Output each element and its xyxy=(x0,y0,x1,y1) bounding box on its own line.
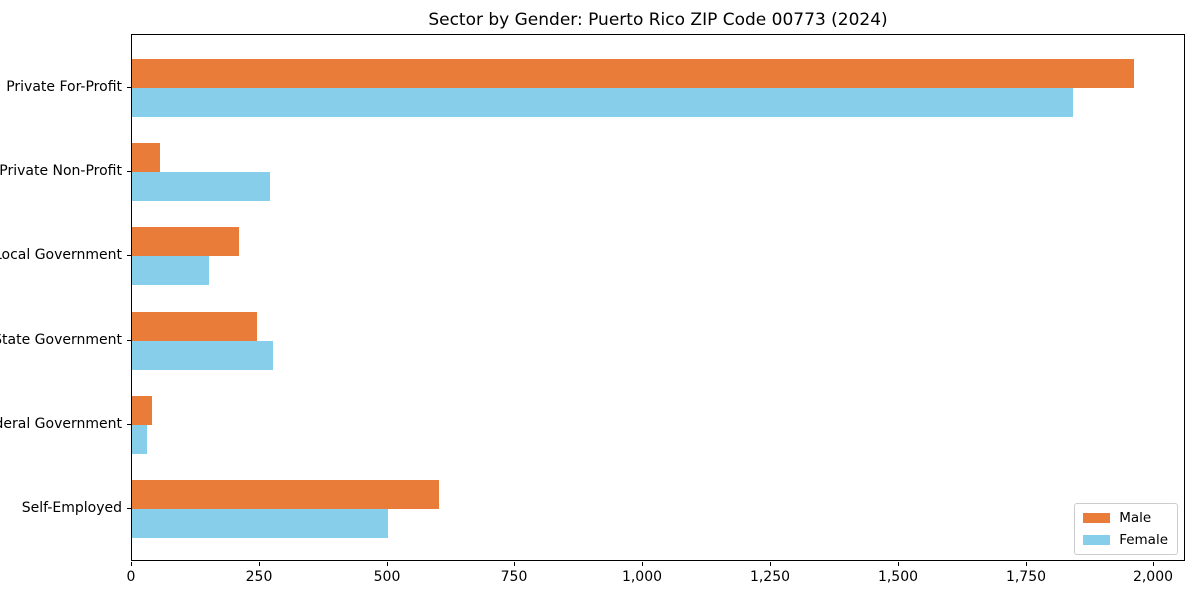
bar-female-local-government xyxy=(132,256,209,285)
bar-male-private-for-profit xyxy=(132,59,1134,88)
y-tick-mark xyxy=(127,171,131,172)
x-tick-label: 500 xyxy=(373,569,401,585)
chart-title: Sector by Gender: Puerto Rico ZIP Code 0… xyxy=(428,10,888,30)
bar-female-federal-government xyxy=(132,425,147,454)
bar-male-state-government xyxy=(132,312,257,341)
y-tick-mark xyxy=(127,87,131,88)
x-tick-mark xyxy=(642,562,643,566)
y-axis-label-federal-government: Federal Government xyxy=(0,416,122,432)
y-axis-label-state-government: State Government xyxy=(0,332,122,348)
legend-label-male: Male xyxy=(1119,510,1152,526)
x-tick-mark xyxy=(514,562,515,566)
legend-label-female: Female xyxy=(1119,532,1168,548)
y-axis-label-private-for-profit: Private For-Profit xyxy=(6,79,122,95)
x-tick-label: 2,000 xyxy=(1132,569,1174,585)
x-tick-mark xyxy=(1026,562,1027,566)
legend-item-male: Male xyxy=(1083,510,1168,526)
y-tick-mark xyxy=(127,424,131,425)
bar-male-private-non-profit xyxy=(132,143,160,172)
x-tick-label: 250 xyxy=(245,569,273,585)
x-tick-mark xyxy=(259,562,260,566)
legend: Male Female xyxy=(1074,503,1178,555)
x-tick-label: 750 xyxy=(500,569,528,585)
bar-male-federal-government xyxy=(132,396,152,425)
x-tick-mark xyxy=(387,562,388,566)
bar-female-state-government xyxy=(132,341,273,370)
x-tick-mark xyxy=(131,562,132,566)
x-tick-label: 1,250 xyxy=(749,569,791,585)
legend-swatch-male xyxy=(1083,513,1111,523)
y-tick-mark xyxy=(127,340,131,341)
legend-item-female: Female xyxy=(1083,532,1168,548)
bar-male-self-employed xyxy=(132,480,439,509)
plot-area xyxy=(131,34,1185,561)
y-tick-mark xyxy=(127,508,131,509)
y-axis-label-self-employed: Self-Employed xyxy=(21,500,122,516)
bar-male-local-government xyxy=(132,227,239,256)
bar-female-private-non-profit xyxy=(132,172,270,201)
x-tick-label: 1,750 xyxy=(1005,569,1047,585)
bar-female-self-employed xyxy=(132,509,388,538)
y-axis-label-private-non-profit: Private Non-Profit xyxy=(0,163,122,179)
y-axis-label-local-government: Local Government xyxy=(0,247,122,263)
bar-female-private-for-profit xyxy=(132,88,1073,117)
x-tick-label: 1,000 xyxy=(621,569,663,585)
x-tick-label: 0 xyxy=(126,569,136,585)
x-tick-label: 1,500 xyxy=(877,569,919,585)
legend-swatch-female xyxy=(1083,535,1111,545)
x-tick-mark xyxy=(770,562,771,566)
x-tick-mark xyxy=(898,562,899,566)
y-tick-mark xyxy=(127,255,131,256)
x-tick-mark xyxy=(1153,562,1154,566)
